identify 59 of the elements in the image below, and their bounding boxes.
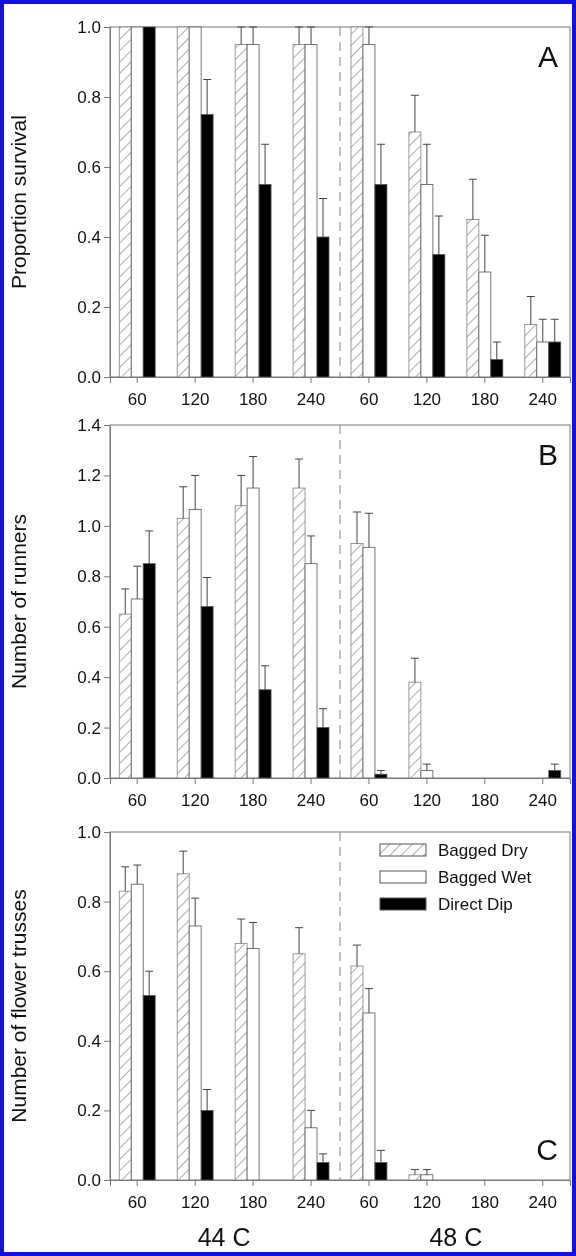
legend-label: Bagged Dry (438, 841, 529, 860)
x-tick-label: 60 (127, 1192, 147, 1212)
y-axis-title: Proportion survival (7, 115, 30, 289)
x-tick-label: 120 (412, 389, 442, 409)
y-axis-title: Number of flower trusses (7, 889, 30, 1123)
y-tick-label: 0.2 (77, 297, 101, 317)
y-tick-label: 0.0 (77, 367, 101, 387)
y-tick-label: 1.4 (77, 415, 101, 435)
x-tick-label: 120 (412, 1192, 442, 1212)
x-tick-label: 120 (180, 790, 210, 810)
legend-label: Bagged Wet (438, 868, 532, 887)
x-tick-label: 240 (296, 389, 326, 409)
y-tick-label: 0.0 (77, 1170, 101, 1190)
x-tick-label: 240 (296, 1192, 326, 1212)
x-tick-label: 180 (238, 1192, 268, 1212)
x-tick-label: 120 (180, 389, 210, 409)
x-tick-label: 120 (412, 790, 442, 810)
bar (420, 1174, 434, 1181)
x-tick-label: 180 (470, 790, 500, 810)
x-tick-label: 60 (359, 1192, 379, 1212)
annotation: A (537, 40, 558, 73)
y-tick-label: 0.4 (77, 668, 101, 688)
y-tick-label: 0.8 (77, 87, 101, 107)
legend-label: Direct Dip (438, 895, 513, 914)
y-tick-label: 0.2 (77, 718, 101, 738)
bar (420, 770, 434, 779)
y-tick-label: 0.6 (77, 962, 101, 982)
y-tick-label: 1.2 (77, 466, 101, 486)
annotation: B (537, 438, 558, 471)
y-tick-label: 0.4 (77, 1031, 101, 1051)
bar (246, 948, 260, 1181)
x-tick-label: 180 (470, 389, 500, 409)
x-tick-label: 240 (528, 389, 557, 409)
y-axis-title: Number of runners (7, 513, 30, 690)
y-tick-label: 0.6 (77, 617, 101, 637)
y-tick-label: 0.6 (77, 157, 101, 177)
annotation: C (536, 1133, 558, 1166)
y-tick-label: 0.8 (77, 567, 101, 587)
x-tick-label: 60 (359, 389, 379, 409)
x-tick-label: 120 (180, 1192, 210, 1212)
y-tick-label: 0.2 (77, 1101, 101, 1121)
x-tick-label: 240 (296, 790, 326, 810)
x-tick-label: 180 (470, 1192, 500, 1212)
y-tick-label: 1.0 (77, 822, 101, 842)
x-tick-label: 60 (127, 389, 147, 409)
x-tick-label: 60 (359, 790, 379, 810)
y-tick-label: 1.0 (77, 17, 101, 37)
x-tick-label: 240 (528, 1192, 557, 1212)
x-tick-label: 60 (127, 790, 147, 810)
y-tick-label: 0.0 (77, 768, 101, 788)
text: 48 C (429, 1223, 483, 1251)
y-tick-label: 1.0 (77, 516, 101, 536)
bar (548, 770, 562, 779)
x-tick-label: 240 (528, 790, 557, 810)
x-tick-label: 180 (238, 389, 268, 409)
x-tick-label: 180 (238, 790, 268, 810)
y-tick-label: 0.8 (77, 892, 101, 912)
y-tick-label: 0.4 (77, 227, 101, 247)
text: 44 C (197, 1223, 251, 1251)
